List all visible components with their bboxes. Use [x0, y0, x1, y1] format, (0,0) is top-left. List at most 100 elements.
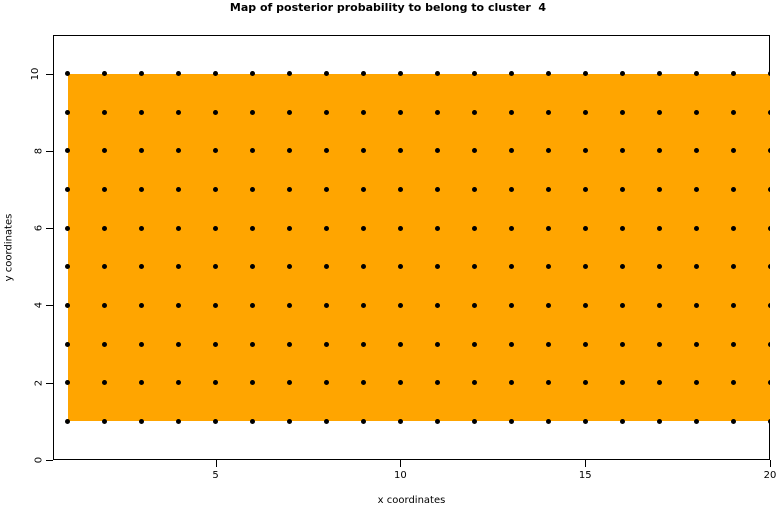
data-point: [397, 341, 403, 347]
data-point: [582, 225, 588, 231]
data-point: [213, 264, 219, 270]
data-point: [213, 302, 219, 308]
data-point: [545, 418, 551, 424]
data-point: [102, 380, 108, 386]
data-point: [360, 71, 366, 77]
data-point: [619, 109, 625, 115]
data-point: [139, 264, 145, 270]
data-point: [102, 148, 108, 154]
data-point: [139, 148, 145, 154]
y-axis-tick-label: 6: [33, 223, 44, 234]
data-point: [287, 302, 293, 308]
data-point: [619, 302, 625, 308]
data-point: [287, 418, 293, 424]
data-point: [545, 380, 551, 386]
data-point: [176, 264, 182, 270]
data-point: [397, 148, 403, 154]
data-point: [582, 187, 588, 193]
data-point: [176, 71, 182, 77]
data-point: [619, 187, 625, 193]
data-point: [250, 264, 256, 270]
data-point: [545, 302, 551, 308]
data-point: [619, 418, 625, 424]
data-point: [360, 109, 366, 115]
data-point: [767, 71, 770, 77]
data-point: [730, 109, 736, 115]
x-axis-tick-label: 5: [212, 470, 219, 481]
data-point: [213, 109, 219, 115]
data-point: [287, 341, 293, 347]
data-point: [65, 380, 71, 386]
data-point: [323, 109, 329, 115]
data-point: [176, 148, 182, 154]
data-point: [471, 71, 477, 77]
data-point: [619, 341, 625, 347]
x-axis-tick: [400, 460, 402, 467]
data-point: [397, 71, 403, 77]
data-point: [693, 302, 699, 308]
data-point: [360, 264, 366, 270]
x-axis-tick: [770, 460, 771, 467]
data-point: [65, 418, 71, 424]
data-point: [730, 302, 736, 308]
data-point: [508, 109, 514, 115]
y-axis-tick-label-text: 0: [33, 456, 45, 464]
data-point: [287, 225, 293, 231]
data-point: [434, 225, 440, 231]
data-point: [323, 71, 329, 77]
data-point: [397, 264, 403, 270]
data-point: [176, 418, 182, 424]
data-point: [656, 71, 662, 77]
data-point: [139, 302, 145, 308]
data-point: [323, 187, 329, 193]
data-point: [508, 380, 514, 386]
y-axis-tick: [46, 228, 53, 230]
data-point: [434, 341, 440, 347]
data-point: [213, 380, 219, 386]
data-point: [397, 380, 403, 386]
x-axis-tick: [215, 460, 217, 467]
data-point: [767, 264, 770, 270]
data-point: [360, 187, 366, 193]
data-point: [287, 71, 293, 77]
data-point: [619, 225, 625, 231]
data-point: [508, 341, 514, 347]
data-point: [323, 148, 329, 154]
data-point: [139, 380, 145, 386]
data-point: [767, 148, 770, 154]
data-point: [693, 71, 699, 77]
data-point: [545, 148, 551, 154]
data-point: [582, 380, 588, 386]
data-point: [693, 380, 699, 386]
data-point: [508, 302, 514, 308]
data-point: [471, 302, 477, 308]
data-point: [471, 264, 477, 270]
data-point: [139, 109, 145, 115]
data-point: [619, 264, 625, 270]
data-point: [471, 418, 477, 424]
data-point: [434, 264, 440, 270]
y-axis-tick-label: 4: [33, 300, 44, 311]
data-point: [693, 418, 699, 424]
data-point: [250, 109, 256, 115]
data-point: [176, 341, 182, 347]
data-point: [139, 71, 145, 77]
data-point: [102, 302, 108, 308]
data-point: [323, 264, 329, 270]
page-title: Map of posterior probability to belong t…: [229, 1, 547, 14]
data-point: [397, 302, 403, 308]
data-point: [65, 71, 71, 77]
data-point: [582, 264, 588, 270]
data-point: [323, 418, 329, 424]
data-point: [545, 341, 551, 347]
data-point: [139, 418, 145, 424]
y-axis-tick-label-text: 10: [30, 67, 42, 80]
data-point: [102, 264, 108, 270]
data-point: [65, 187, 71, 193]
x-axis-tick-label: 10: [394, 470, 407, 481]
x-axis-tick-label: 15: [578, 470, 592, 481]
data-point: [693, 264, 699, 270]
data-point: [508, 225, 514, 231]
data-point: [767, 341, 770, 347]
data-point: [176, 225, 182, 231]
